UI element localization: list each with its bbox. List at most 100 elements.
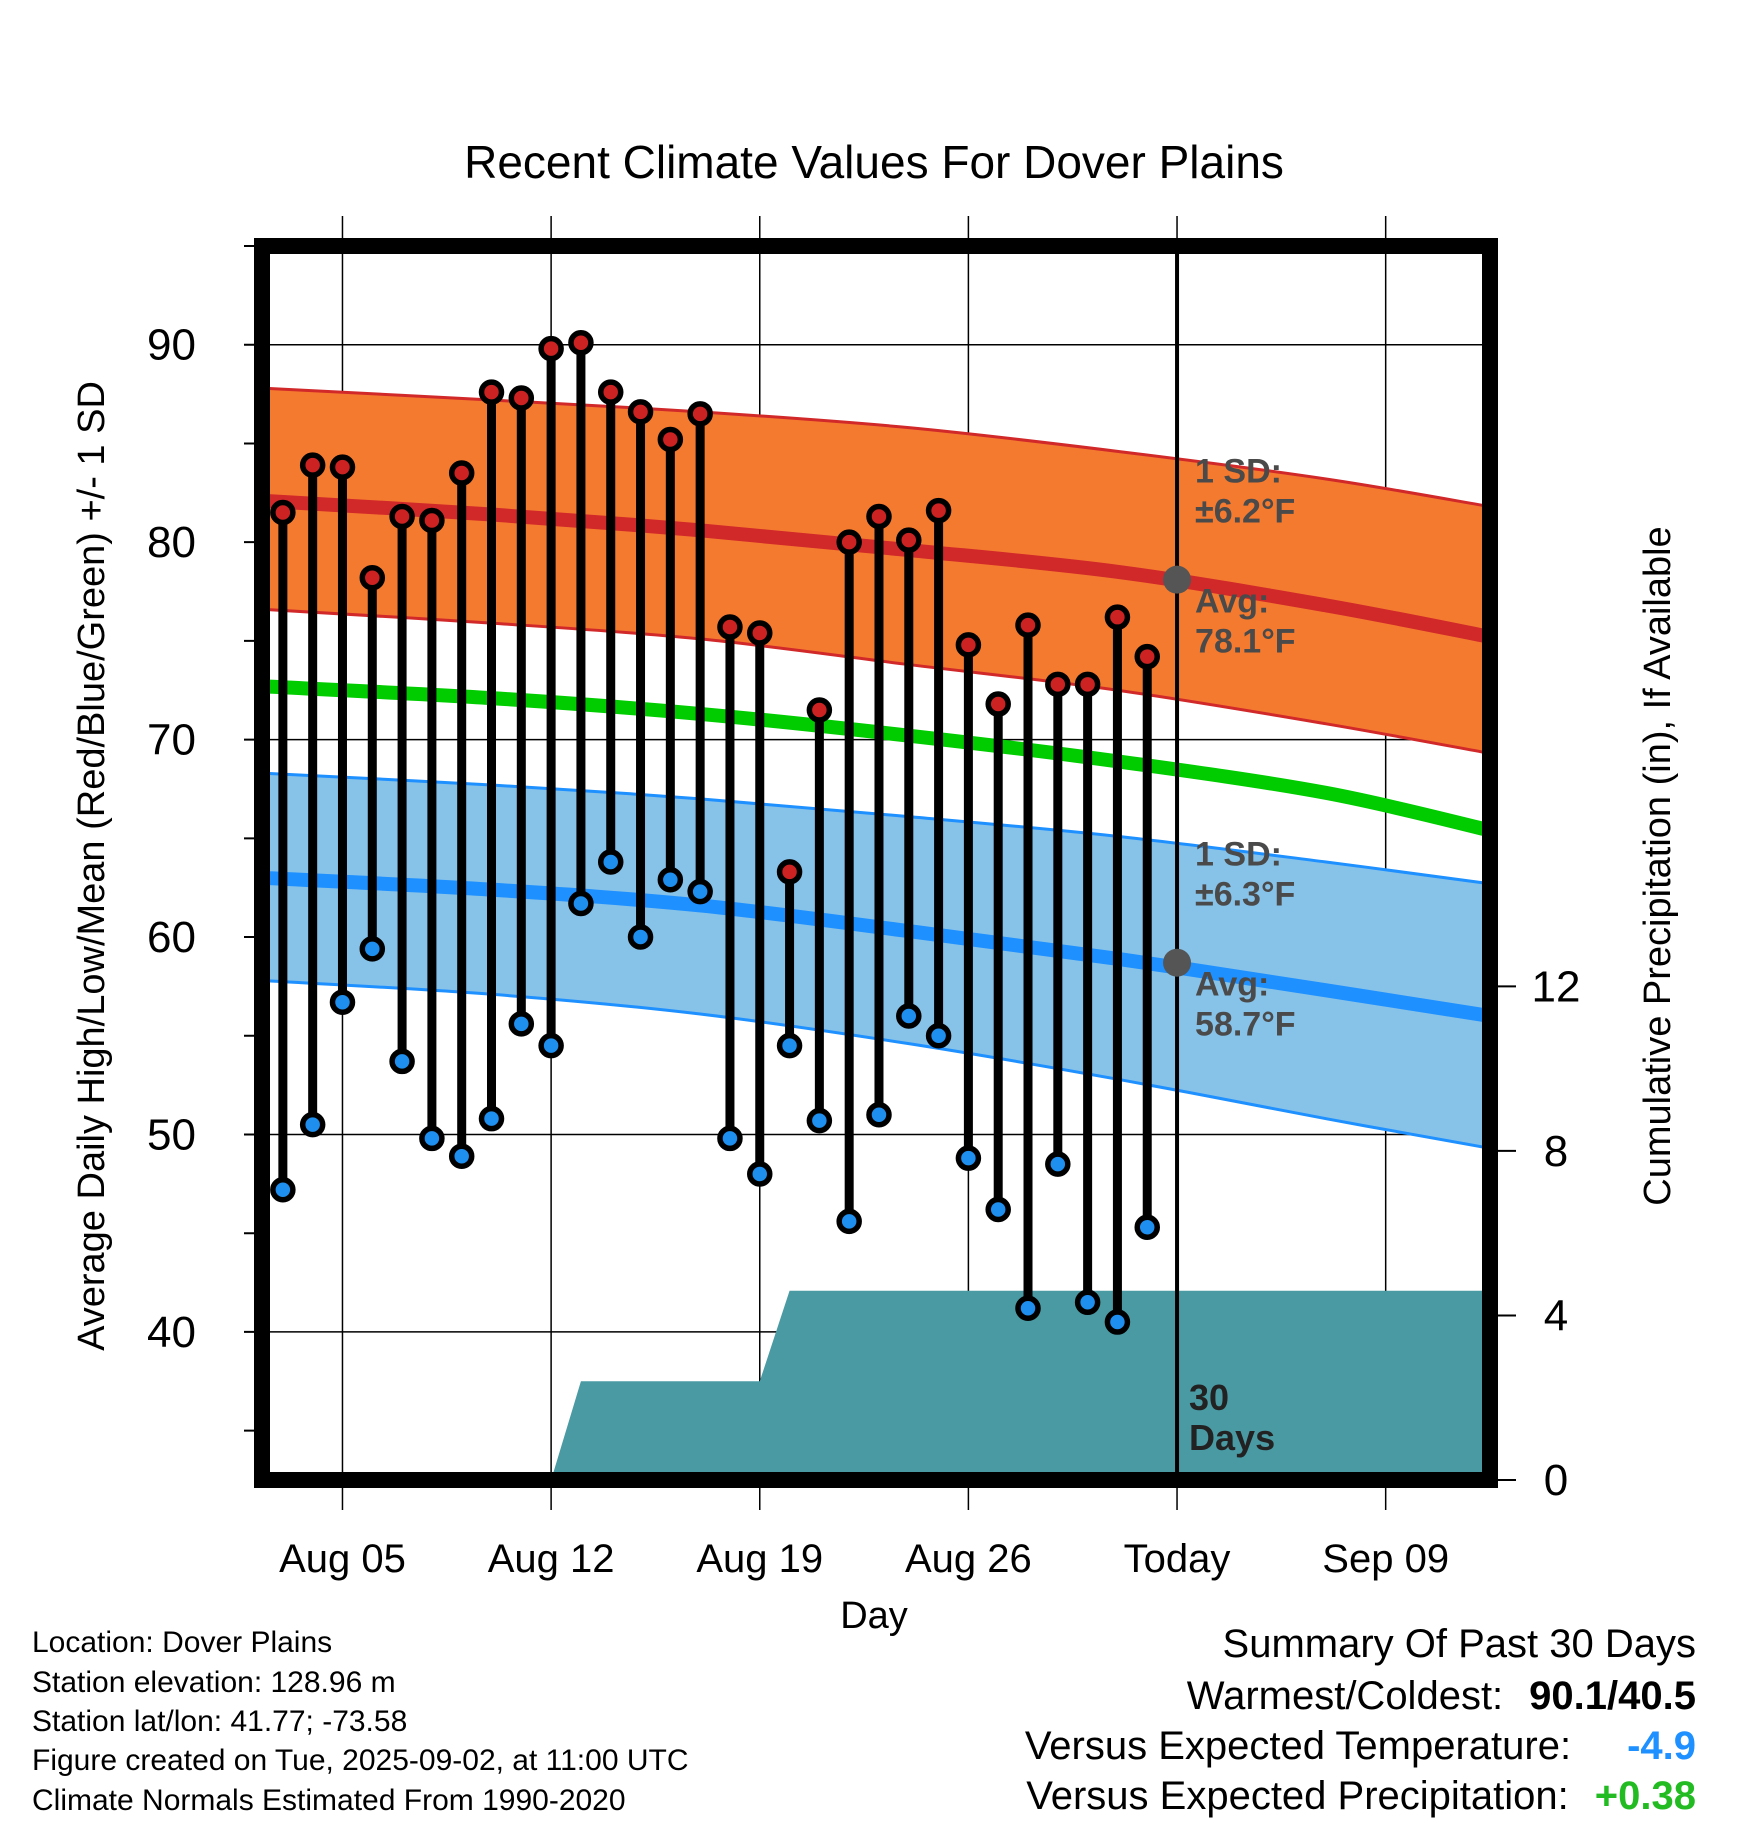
daily-high-marker	[359, 564, 386, 591]
high-sd-label: 1 SD:	[1195, 453, 1282, 491]
window-days-unit: Days	[1189, 1417, 1275, 1458]
daily-low-marker	[866, 1101, 892, 1128]
daily-high-marker	[1104, 604, 1131, 630]
x-tick-label: Aug 26	[905, 1537, 1032, 1581]
y2-tick-label: 4	[1544, 1291, 1568, 1340]
info-elevation: Station elevation: 128.96 m	[32, 1666, 396, 1699]
y2-tick-label: 8	[1544, 1127, 1568, 1176]
daily-high-marker	[508, 385, 535, 411]
daily-high-marker	[1074, 671, 1101, 698]
daily-low-marker	[329, 989, 356, 1015]
daily-high-marker	[329, 454, 356, 480]
summary-warm-cold-value: 90.1/40.5	[1529, 1674, 1696, 1718]
daily-high-marker	[389, 503, 415, 530]
daily-low-marker	[359, 936, 386, 962]
daily-high-marker	[866, 503, 892, 530]
x-tick-label: Sep 09	[1322, 1537, 1449, 1581]
daily-low-marker	[568, 890, 594, 917]
daily-low-marker	[806, 1107, 833, 1134]
daily-high-marker	[717, 614, 743, 640]
summary-temp-value: -4.9	[1627, 1724, 1696, 1768]
daily-low-marker	[1104, 1309, 1131, 1335]
daily-high-marker	[687, 401, 713, 427]
daily-low-marker	[508, 1011, 535, 1037]
info-latlon: Station lat/lon: 41.77; -73.58	[32, 1705, 408, 1738]
window-days-number: 30	[1189, 1377, 1229, 1418]
daily-low-marker	[657, 867, 684, 893]
info-location: Location: Dover Plains	[32, 1626, 333, 1659]
summary-warm-cold-label: Warmest/Coldest:	[1186, 1674, 1504, 1718]
daily-high-marker	[836, 529, 862, 555]
daily-high-marker	[478, 379, 505, 405]
y-tick-label: 70	[147, 716, 196, 765]
summary-precip: Versus Expected Precipitation: +0.38	[1026, 1772, 1696, 1820]
low-sd-value: ±6.3°F	[1195, 876, 1295, 914]
daily-low-marker	[1015, 1295, 1041, 1321]
daily-high-marker	[1015, 612, 1041, 638]
summary-title: Summary Of Past 30 Days	[1222, 1622, 1696, 1666]
daily-low-marker	[270, 1177, 296, 1203]
high-avg-today-dot	[1163, 565, 1192, 594]
daily-low-marker	[687, 878, 713, 905]
daily-low-marker	[448, 1143, 475, 1169]
daily-low-marker	[627, 924, 654, 950]
daily-high-marker	[925, 497, 952, 524]
daily-high-marker	[806, 697, 833, 723]
daily-high-marker	[747, 620, 773, 646]
summary-temp-label: Versus Expected Temperature:	[1024, 1724, 1572, 1768]
daily-low-marker	[419, 1125, 445, 1152]
plot-frame	[254, 238, 1498, 1488]
y-tick-label: 40	[147, 1308, 196, 1357]
x-tick-label: Aug 05	[279, 1537, 406, 1581]
y2-tick-label: 0	[1544, 1456, 1568, 1505]
chart-title: Recent Climate Values For Dover Plains	[464, 136, 1284, 188]
x-tick-label: Today	[1124, 1537, 1231, 1581]
high-avg-value: 78.1°F	[1195, 623, 1296, 661]
low-avg-value: 58.7°F	[1195, 1006, 1296, 1044]
y2-tick-label: 12	[1532, 962, 1581, 1011]
daily-high-marker	[419, 507, 445, 534]
daily-low-marker	[836, 1208, 862, 1235]
daily-low-marker	[776, 1032, 803, 1059]
y-tick-label: 80	[147, 518, 196, 567]
daily-low-marker	[478, 1105, 505, 1132]
daily-low-marker	[955, 1145, 982, 1171]
daily-high-marker	[270, 499, 296, 526]
daily-high-marker	[299, 452, 326, 478]
low-avg-label: Avg:	[1195, 966, 1269, 1004]
daily-high-marker	[955, 632, 982, 658]
daily-high-marker	[448, 460, 475, 486]
y-tick-label: 90	[147, 321, 196, 370]
daily-low-marker	[538, 1032, 564, 1059]
daily-low-marker	[299, 1111, 326, 1138]
daily-low-marker	[896, 1003, 922, 1029]
daily-high-marker	[597, 379, 624, 405]
daily-low-marker	[1134, 1214, 1160, 1241]
daily-high-marker	[657, 426, 684, 453]
y2-axis-label: Cumulative Precipitation (in), If Availa…	[1637, 526, 1679, 1205]
daily-low-marker	[389, 1048, 415, 1075]
daily-low-marker	[1045, 1151, 1071, 1177]
daily-high-marker	[568, 329, 594, 356]
daily-low-marker	[1074, 1289, 1101, 1316]
x-tick-label: Aug 12	[488, 1537, 615, 1581]
summary-precip-label: Versus Expected Precipitation:	[1026, 1774, 1569, 1818]
low-sd-label: 1 SD:	[1195, 836, 1282, 874]
y-tick-label: 60	[147, 913, 196, 962]
low-avg-today-dot	[1163, 948, 1192, 977]
summary-warm-cold: Warmest/Coldest: 90.1/40.5	[1187, 1672, 1696, 1720]
daily-high-marker	[985, 691, 1011, 717]
daily-low-marker	[985, 1196, 1011, 1223]
y-tick-label: 50	[147, 1110, 196, 1159]
info-normals-period: Climate Normals Estimated From 1990-2020	[32, 1784, 626, 1817]
x-tick-label: Aug 19	[696, 1537, 823, 1581]
high-sd-value: ±6.2°F	[1195, 493, 1295, 531]
daily-low-marker	[717, 1125, 743, 1152]
daily-low-marker	[747, 1161, 773, 1187]
daily-high-marker	[1134, 643, 1160, 670]
summary-temp: Versus Expected Temperature: -4.9	[1025, 1722, 1696, 1770]
x-axis-label: Day	[840, 1595, 908, 1637]
daily-high-marker	[776, 859, 803, 885]
info-created: Figure created on Tue, 2025-09-02, at 11…	[32, 1744, 689, 1777]
